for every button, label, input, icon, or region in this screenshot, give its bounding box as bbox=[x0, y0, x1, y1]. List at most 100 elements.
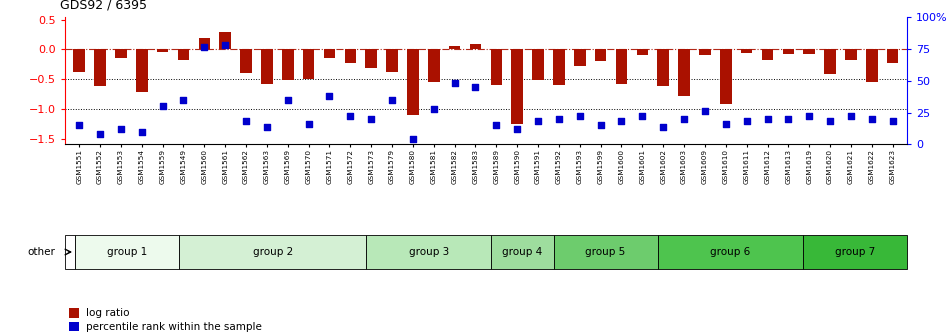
Point bbox=[864, 116, 880, 122]
Point bbox=[697, 109, 712, 114]
Point bbox=[614, 119, 629, 124]
Point bbox=[92, 132, 107, 137]
Bar bbox=[554, 235, 657, 269]
Bar bbox=[282, 49, 294, 80]
Bar bbox=[490, 49, 503, 85]
Bar bbox=[68, 322, 79, 331]
Bar bbox=[491, 235, 554, 269]
Point bbox=[844, 114, 859, 119]
Bar bbox=[75, 235, 179, 269]
Point bbox=[385, 97, 400, 102]
Bar bbox=[699, 49, 711, 55]
Bar bbox=[657, 49, 669, 86]
Text: other: other bbox=[28, 247, 55, 257]
Bar bbox=[762, 49, 773, 60]
Bar bbox=[324, 49, 335, 58]
Bar bbox=[720, 49, 732, 104]
Bar bbox=[449, 46, 461, 49]
Text: percentile rank within the sample: percentile rank within the sample bbox=[86, 322, 261, 332]
Point bbox=[447, 81, 463, 86]
Bar bbox=[636, 49, 648, 55]
Bar bbox=[803, 235, 907, 269]
Point bbox=[551, 116, 566, 122]
Point bbox=[468, 84, 484, 90]
Bar bbox=[366, 49, 377, 69]
Point bbox=[885, 119, 901, 124]
Point bbox=[343, 114, 358, 119]
Point bbox=[530, 119, 545, 124]
Bar bbox=[657, 235, 803, 269]
Point bbox=[134, 129, 149, 134]
Point bbox=[739, 119, 754, 124]
Point bbox=[593, 123, 608, 128]
Point bbox=[406, 137, 421, 142]
Point bbox=[364, 116, 379, 122]
Point bbox=[509, 126, 524, 132]
Bar bbox=[469, 44, 482, 49]
Point bbox=[572, 114, 587, 119]
Bar bbox=[387, 49, 398, 72]
Bar bbox=[240, 49, 252, 73]
Text: log ratio: log ratio bbox=[86, 308, 129, 318]
Point bbox=[176, 97, 191, 102]
Bar bbox=[219, 32, 231, 49]
Bar bbox=[866, 49, 878, 82]
Bar bbox=[678, 49, 690, 96]
Bar bbox=[887, 49, 899, 62]
Point bbox=[197, 45, 212, 50]
Point bbox=[322, 93, 337, 99]
Bar bbox=[741, 49, 752, 53]
Bar bbox=[178, 49, 189, 60]
Text: group 1: group 1 bbox=[107, 247, 147, 257]
Point bbox=[718, 121, 733, 127]
Point bbox=[113, 126, 128, 132]
Point bbox=[218, 42, 233, 48]
Point bbox=[781, 116, 796, 122]
Bar bbox=[574, 49, 585, 66]
Bar bbox=[179, 235, 367, 269]
Point bbox=[71, 123, 86, 128]
Point bbox=[656, 124, 671, 129]
Text: group 7: group 7 bbox=[835, 247, 875, 257]
Point bbox=[280, 97, 295, 102]
Text: group 6: group 6 bbox=[711, 247, 750, 257]
Bar bbox=[345, 49, 356, 62]
Point bbox=[823, 119, 838, 124]
Text: GDS92 / 6395: GDS92 / 6395 bbox=[61, 0, 147, 12]
Bar bbox=[616, 49, 627, 84]
Bar bbox=[553, 49, 564, 85]
Point bbox=[676, 116, 692, 122]
Point bbox=[760, 116, 775, 122]
Text: group 5: group 5 bbox=[585, 247, 626, 257]
Bar bbox=[846, 49, 857, 60]
Bar bbox=[261, 49, 273, 84]
Point bbox=[155, 103, 170, 109]
Bar bbox=[783, 49, 794, 54]
Bar bbox=[804, 49, 815, 54]
Point bbox=[238, 119, 254, 124]
Bar bbox=[595, 49, 606, 61]
Bar bbox=[511, 49, 522, 124]
Bar bbox=[68, 308, 79, 318]
Text: group 3: group 3 bbox=[408, 247, 448, 257]
Bar bbox=[73, 49, 85, 72]
Bar bbox=[199, 38, 210, 49]
Bar bbox=[825, 49, 836, 74]
Bar bbox=[65, 235, 75, 269]
Bar bbox=[94, 49, 105, 86]
Bar bbox=[532, 49, 543, 80]
Point bbox=[427, 106, 442, 112]
Point bbox=[301, 121, 316, 127]
Bar bbox=[136, 49, 147, 92]
Bar bbox=[408, 49, 419, 115]
Bar bbox=[157, 49, 168, 52]
Point bbox=[488, 123, 504, 128]
Point bbox=[635, 114, 650, 119]
Point bbox=[802, 114, 817, 119]
Bar bbox=[428, 49, 440, 82]
Bar bbox=[367, 235, 491, 269]
Point bbox=[259, 124, 275, 129]
Text: group 2: group 2 bbox=[253, 247, 293, 257]
Text: group 4: group 4 bbox=[503, 247, 542, 257]
Bar bbox=[115, 49, 126, 58]
